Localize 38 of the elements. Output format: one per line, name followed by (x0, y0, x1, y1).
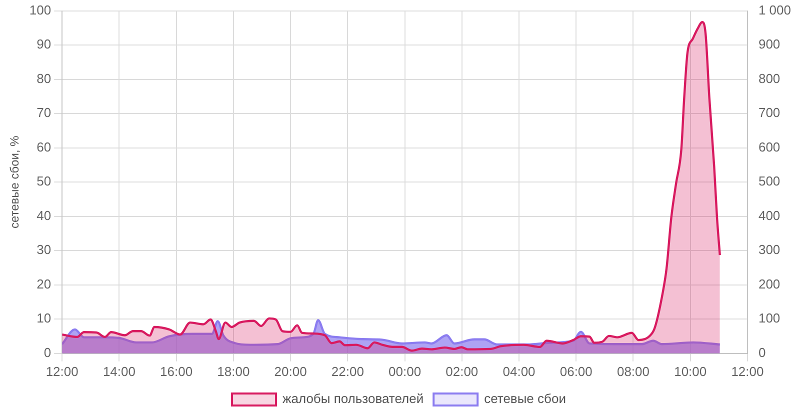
y-tick-label: 50 (36, 174, 52, 189)
y-tick-label: 0 (44, 344, 52, 360)
y2-tick-label: 1 000 (758, 2, 792, 18)
y-tick-label: 60 (36, 139, 52, 154)
x-tick-label: 20:00 (274, 364, 307, 379)
y2-tick-label: 0 (758, 344, 766, 360)
x-tick-label: 06:00 (560, 364, 592, 379)
x-tick-label: 14:00 (102, 364, 136, 379)
y2-tick-label: 200 (758, 276, 780, 292)
y-tick-label: 80 (36, 70, 52, 86)
y-axis-title: сетевые сбои, % (8, 135, 22, 229)
legend-label: сетевые сбои (484, 391, 566, 406)
y2-tick-label: 900 (758, 36, 780, 52)
y2-tick-label: 700 (758, 105, 780, 120)
x-tick-label: 04:00 (502, 364, 536, 379)
y-tick-label: 20 (36, 276, 52, 292)
y2-tick-label: 600 (758, 139, 780, 154)
x-tick-label: 00:00 (388, 364, 422, 379)
x-tick-label: 12:00 (46, 364, 78, 379)
y-tick-label: 90 (36, 36, 52, 52)
y-tick-label: 40 (36, 208, 52, 223)
y-tick-label: 10 (36, 310, 52, 326)
x-tick-label: 02:00 (446, 364, 478, 379)
y2-tick-label: 300 (758, 242, 780, 258)
y-tick-label: 100 (29, 2, 52, 18)
x-tick-label: 08:00 (616, 364, 650, 379)
y2-tick-label: 800 (758, 70, 780, 86)
x-tick-label: 10:00 (674, 364, 707, 379)
x-tick-label: 22:00 (331, 364, 364, 379)
y2-tick-label: 100 (758, 310, 780, 326)
y-tick-label: 30 (36, 242, 52, 258)
x-tick-label: 18:00 (217, 364, 250, 379)
x-tick-label: 16:00 (160, 364, 193, 379)
legend-label: жалобы пользователей (282, 391, 424, 406)
x-tick-label: 12:00 (731, 364, 764, 379)
y-tick-label: 70 (36, 105, 52, 120)
y2-tick-label: 500 (758, 174, 780, 189)
y2-tick-label: 400 (758, 208, 780, 223)
